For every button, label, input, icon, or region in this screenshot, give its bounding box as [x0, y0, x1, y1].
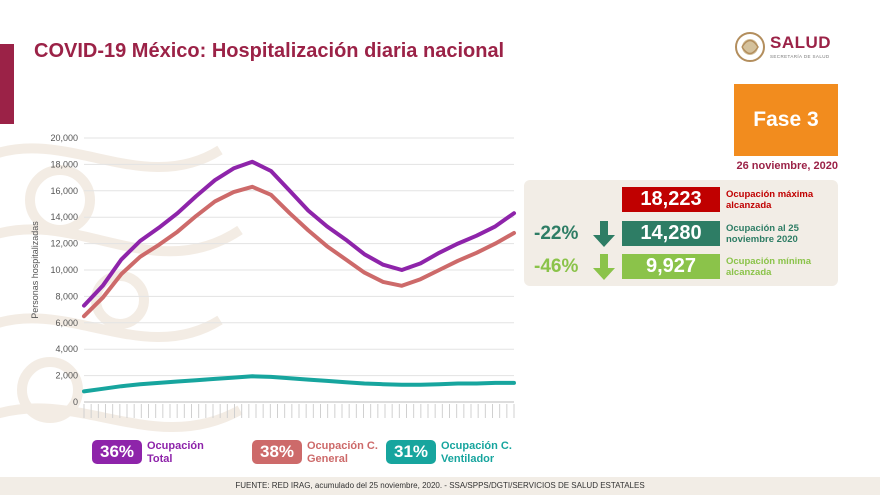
current-change-pct: -22%: [534, 223, 579, 244]
legend-total-label: Ocupación Total: [147, 440, 204, 465]
legend-general-pct: 38%: [252, 440, 302, 464]
series-line: [82, 159, 516, 308]
legend-ventilator-label: Ocupación C. Ventilador: [441, 440, 512, 465]
min-occupancy-label: Ocupación mínima alcanzada: [726, 256, 811, 278]
max-occupancy-value: 18,223: [622, 187, 720, 212]
phase-badge: Fase 3: [734, 84, 838, 156]
current-occupancy-value: 14,280: [622, 221, 720, 246]
page-title: COVID-19 México: Hospitalización diaria …: [34, 40, 505, 62]
y-tick-label: 4,000: [55, 344, 78, 354]
y-tick-label: 2,000: [55, 371, 78, 381]
y-tick-label: 6,000: [55, 318, 78, 328]
y-tick-label: 18,000: [50, 159, 78, 169]
arrow-down-icon: [593, 221, 615, 247]
max-occupancy-label: Ocupación máxima alcanzada: [726, 189, 814, 211]
y-tick-label: 20,000: [50, 133, 78, 143]
legend-total-pct: 36%: [92, 440, 142, 464]
y-tick-label: 0: [73, 397, 78, 407]
logo-subtitle: SECRETARÍA DE SALUD: [770, 54, 830, 59]
y-axis-label: Personas hospitalizadas: [30, 221, 40, 319]
salud-emblem-icon: [735, 32, 765, 62]
y-tick-label: 12,000: [50, 239, 78, 249]
hospitalization-line-chart: 0 2,000 4,000 6,000 8,000 10,000 12,000 14,000 1…: [30, 133, 516, 418]
arrow-down-icon: [593, 254, 615, 280]
logo-text: SALUD: [770, 33, 832, 52]
report-date: 26 noviembre, 2020: [736, 160, 838, 172]
legend-general-label: Ocupación C. General: [307, 440, 378, 465]
legend-ventilator-pct: 31%: [386, 440, 436, 464]
footer-source: FUENTE: RED IRAG, acumulado del 25 novie…: [0, 477, 880, 495]
min-occupancy-value: 9,927: [622, 254, 720, 279]
left-accent-bar: [0, 44, 14, 124]
y-tick-label: 10,000: [50, 265, 78, 275]
y-tick-label: 16,000: [50, 186, 78, 196]
series-line: [82, 374, 516, 394]
background-pattern: [0, 143, 243, 432]
y-tick-label: 14,000: [50, 212, 78, 222]
min-change-pct: -46%: [534, 256, 579, 277]
y-tick-label: 8,000: [55, 291, 78, 301]
series-line: [82, 184, 516, 319]
current-occupancy-label: Ocupación al 25 noviembre 2020: [726, 223, 799, 245]
